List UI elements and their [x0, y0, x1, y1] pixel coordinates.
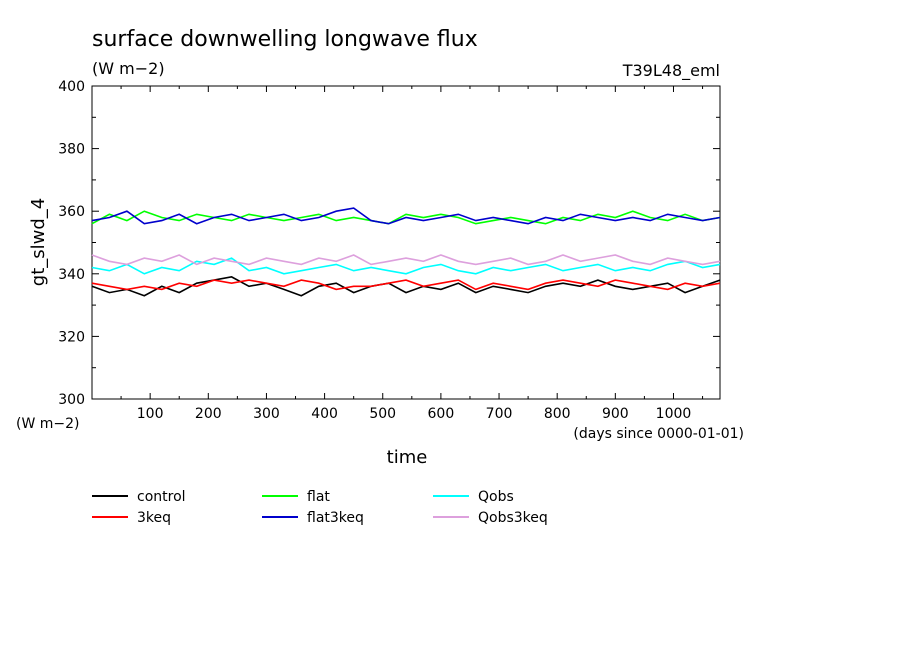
y-tick-label: 380: [58, 142, 85, 158]
legend-label-flat3keq: flat3keq: [307, 510, 364, 526]
x-axis-units: (days since 0000-01-01): [573, 426, 744, 442]
y-tick-label: 320: [58, 329, 85, 345]
series-lines: [91, 207, 721, 297]
x-tick-label: 400: [311, 406, 338, 422]
x-tick-label: 700: [486, 406, 513, 422]
series-line-qobs: [91, 257, 721, 275]
x-tick-label: 1000: [656, 406, 692, 422]
series-line-3keq: [91, 279, 721, 291]
x-tick-label: 500: [369, 406, 396, 422]
run-label: T39L48_eml: [622, 61, 720, 81]
axis-ticks: 100 200 300 400 500 600 700 800 900 1000 300 320 340…: [58, 79, 720, 422]
x-tick-label: 600: [428, 406, 455, 422]
y-axis-units: (W m−2): [16, 416, 80, 432]
legend-label-qobs: Qobs: [478, 489, 514, 505]
y-axis-label: gt_slwd_4: [28, 198, 49, 286]
legend: control 3keq flat flat3keq Qobs Qobs3keq: [92, 489, 548, 526]
series-line-control: [91, 276, 721, 297]
y-tick-label: 400: [58, 79, 85, 95]
y-tick-label: 300: [58, 392, 85, 408]
x-tick-label: 200: [195, 406, 222, 422]
legend-label-qobs3keq: Qobs3keq: [478, 510, 548, 526]
legend-label-3keq: 3keq: [137, 510, 171, 526]
x-tick-label: 900: [602, 406, 629, 422]
x-tick-label: 800: [544, 406, 571, 422]
series-line-flat: [91, 210, 721, 225]
y-tick-label: 360: [58, 204, 85, 220]
series-line-flat3keq: [91, 207, 721, 225]
y-tick-label: 340: [58, 267, 85, 283]
x-axis-label: time: [387, 447, 428, 468]
series-line-qobs3keq: [91, 254, 721, 266]
chart-units: (W m−2): [92, 59, 165, 78]
legend-label-flat: flat: [307, 489, 330, 505]
x-tick-label: 300: [253, 406, 280, 422]
plot-frame: [91, 85, 721, 400]
chart-title: surface downwelling longwave flux: [92, 27, 478, 52]
x-tick-label: 100: [137, 406, 164, 422]
legend-label-control: control: [137, 489, 186, 505]
